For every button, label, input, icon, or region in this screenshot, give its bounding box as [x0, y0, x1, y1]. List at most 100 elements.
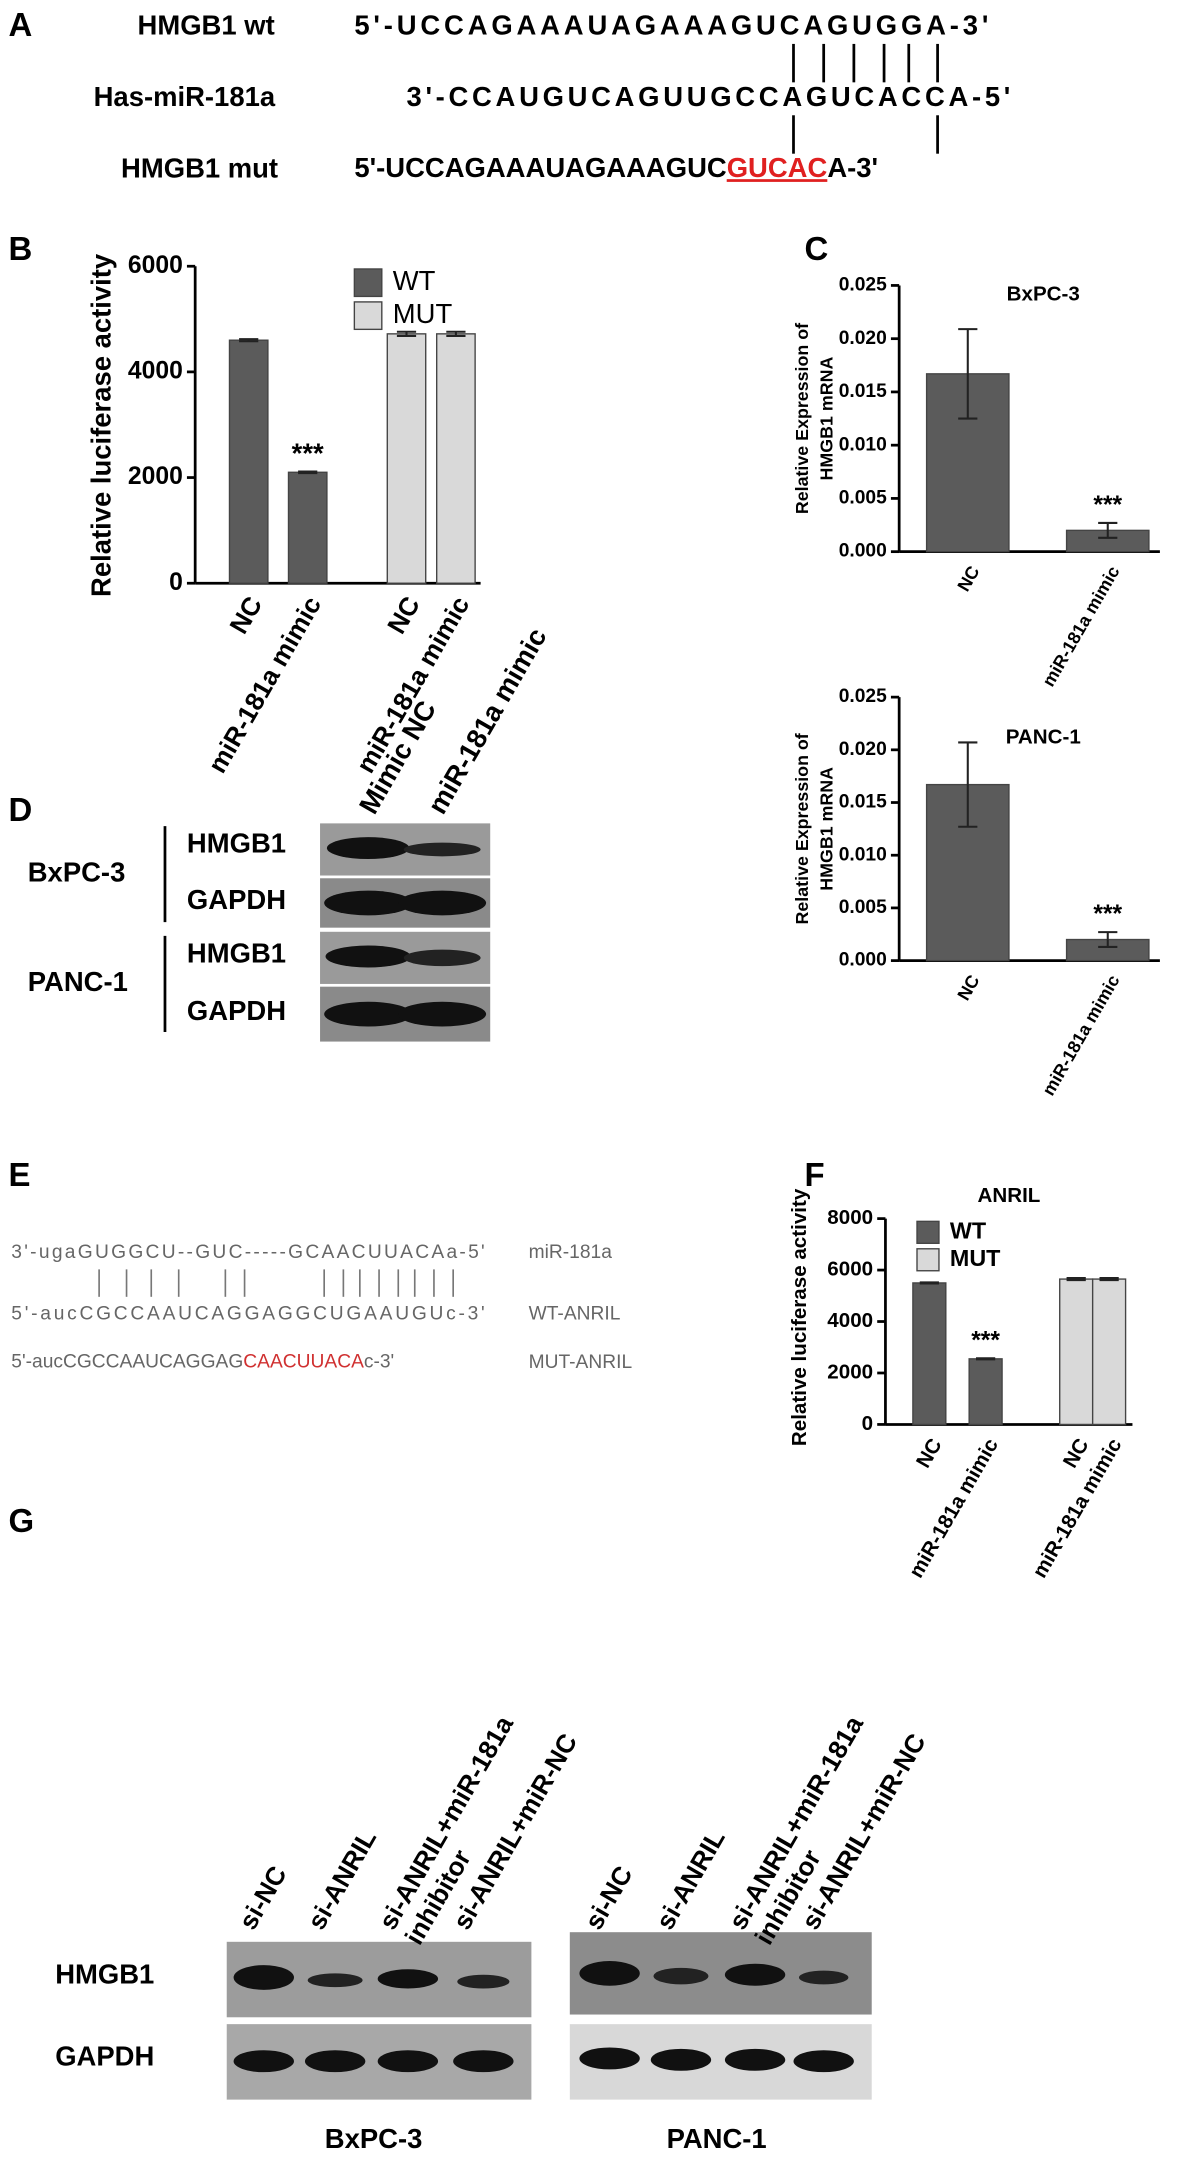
y-tick-label: 8000 — [827, 1206, 873, 1229]
error-bar — [958, 328, 978, 420]
bar — [228, 339, 269, 584]
seq-label: MUT-ANRIL — [529, 1352, 633, 1373]
y-tick-label: 0.005 — [839, 487, 887, 508]
significance-marker: *** — [1093, 901, 1122, 928]
seq-label: HMGB1 wt — [138, 10, 275, 41]
error-bar — [919, 1281, 939, 1285]
legend-swatch — [353, 268, 383, 298]
y-tick-label: 0.025 — [839, 686, 887, 707]
x-tick-label: miR-181a mimic — [1038, 971, 1123, 1099]
significance-marker: *** — [971, 1327, 1000, 1354]
error-bar — [958, 741, 978, 828]
panel-g: HMGB1 GAPDH BxPC-3 PANC-1 si-NC si-ANRILs… — [55, 1710, 931, 2154]
y-tick-label: 2000 — [128, 463, 183, 490]
x-tick-label: NC — [953, 971, 983, 1003]
x-tick-label: miR-181a mimic — [202, 591, 327, 778]
panel-d: Mimic NC miR-181a mimic BxPC-3 PANC-1 HM… — [28, 623, 553, 1042]
panel-label: E — [9, 1156, 31, 1193]
cell-label: BxPC-3 — [28, 856, 126, 887]
chart-title: ANRIL — [978, 1184, 1041, 1207]
x-tick-label: miR-181a mimic — [1038, 562, 1123, 690]
y-tick-label: 0.020 — [839, 328, 887, 349]
protein-label: HMGB1 — [55, 1958, 154, 1989]
panel-e: 3'-ugaGUGGCU--GUC-----GCAACUUACAa-5' miR… — [11, 1242, 632, 1373]
legend-label: MUT — [393, 298, 453, 329]
panel-label: B — [9, 230, 33, 267]
y-tick-label: 0.010 — [839, 434, 887, 455]
error-bar — [298, 470, 318, 475]
seq-mutation: CAACUUACA — [243, 1352, 364, 1373]
legend-label: MUT — [950, 1245, 1001, 1271]
seq-part: c-3' — [364, 1352, 394, 1373]
legend-swatch — [353, 301, 383, 331]
sequence: 5'-aucCGCCAAUCAGGAGCAACUUACAc-3' — [11, 1352, 394, 1373]
lane-label-line: si-NC — [578, 1860, 638, 1934]
lane-label: si-NC — [578, 1860, 638, 1934]
chart: ANRIL Relative luciferase activity 0 2000 40… — [788, 1184, 1133, 1582]
error-bar — [239, 338, 259, 343]
sequence: 5'-UCCAGAAAUAGAAAGUCGUCACA-3' — [354, 152, 878, 183]
y-tick-label: 0 — [862, 1412, 873, 1435]
bar — [287, 471, 328, 584]
sequence: 5'-UCCAGAAAUAGAAAGUCAGUGGA-3' — [354, 10, 988, 41]
sequence: 3'-ugaGUGGCU--GUC-----GCAACUUACAa-5' — [11, 1242, 484, 1263]
cell-label: PANC-1 — [667, 2123, 767, 2154]
y-tick-label: 0.010 — [839, 844, 887, 865]
legend-swatch — [916, 1220, 940, 1244]
x-tick-label: NC — [953, 562, 983, 594]
lane-label-line: si-ANRIL — [650, 1824, 731, 1934]
error-bar — [1066, 1277, 1086, 1282]
panel-label: G — [9, 1502, 35, 1539]
bar — [1059, 1278, 1094, 1426]
protein-label: HMGB1 — [187, 937, 286, 968]
y-axis-label: Relative Expression of — [792, 733, 812, 924]
chart-title: BxPC-3 — [1007, 282, 1080, 305]
lane-label-line: si-ANRIL — [301, 1824, 382, 1934]
significance-marker: *** — [1093, 492, 1122, 519]
sequence: 3'-CCAUGUCAGUUGCCAGUCACCA-5' — [407, 81, 1011, 112]
legend-label: WT — [393, 265, 436, 296]
panel-label: F — [804, 1156, 824, 1193]
y-tick-label: 0.000 — [839, 541, 887, 562]
bar — [968, 1358, 1003, 1426]
blot-image — [320, 823, 491, 1042]
y-tick-label: 0 — [169, 569, 183, 596]
seq-part: 5'-UCCAGAAAUAGAAAGUC — [354, 152, 727, 183]
blot-image — [226, 1932, 872, 2100]
y-tick-label: 0.015 — [839, 792, 887, 813]
y-tick-label: 0.015 — [839, 381, 887, 402]
y-tick-label: 6000 — [128, 252, 183, 279]
pairing-lines — [98, 1269, 454, 1297]
y-tick-label: 0.000 — [839, 950, 887, 971]
bar — [1091, 1278, 1127, 1426]
x-tick-label: NC — [223, 591, 268, 639]
bar — [912, 1282, 947, 1426]
protein-label: GAPDH — [55, 2041, 154, 2072]
panel-label: A — [9, 6, 33, 43]
error-bar — [1098, 521, 1118, 539]
y-tick-label: 0.005 — [839, 897, 887, 918]
seq-part: 5'-aucCGCCAAUCAGGAG — [11, 1352, 243, 1373]
y-axis-label: Relative luciferase activity — [85, 253, 116, 597]
cell-label: BxPC-3 — [325, 2123, 423, 2154]
significance-marker: *** — [292, 437, 324, 468]
y-tick-label: 4000 — [128, 357, 183, 384]
y-tick-label: 0.020 — [839, 739, 887, 760]
legend-label: WT — [950, 1217, 986, 1243]
chart: Relative luciferase activity 0 2000 4000 600… — [85, 252, 481, 778]
y-tick-label: 2000 — [827, 1360, 873, 1383]
y-axis-label: HMGB1 mRNA — [817, 357, 837, 481]
lane-label-line: si-NC — [233, 1860, 293, 1934]
bar — [386, 333, 427, 584]
panel-labels: A B C D E F G — [9, 6, 829, 1539]
error-bar — [1098, 931, 1118, 948]
y-tick-label: 6000 — [827, 1258, 873, 1281]
x-tick-label: NC — [381, 591, 426, 639]
seq-mutation: GUCAC — [727, 152, 828, 183]
seq-label: WT-ANRIL — [529, 1304, 621, 1325]
x-tick-label: NC — [912, 1435, 947, 1472]
error-bar — [396, 330, 417, 337]
y-tick-label: 4000 — [827, 1309, 873, 1332]
sequence: 5'-aucCGCCAAUCAGGAGGCUGAAUGUc-3' — [11, 1304, 484, 1325]
